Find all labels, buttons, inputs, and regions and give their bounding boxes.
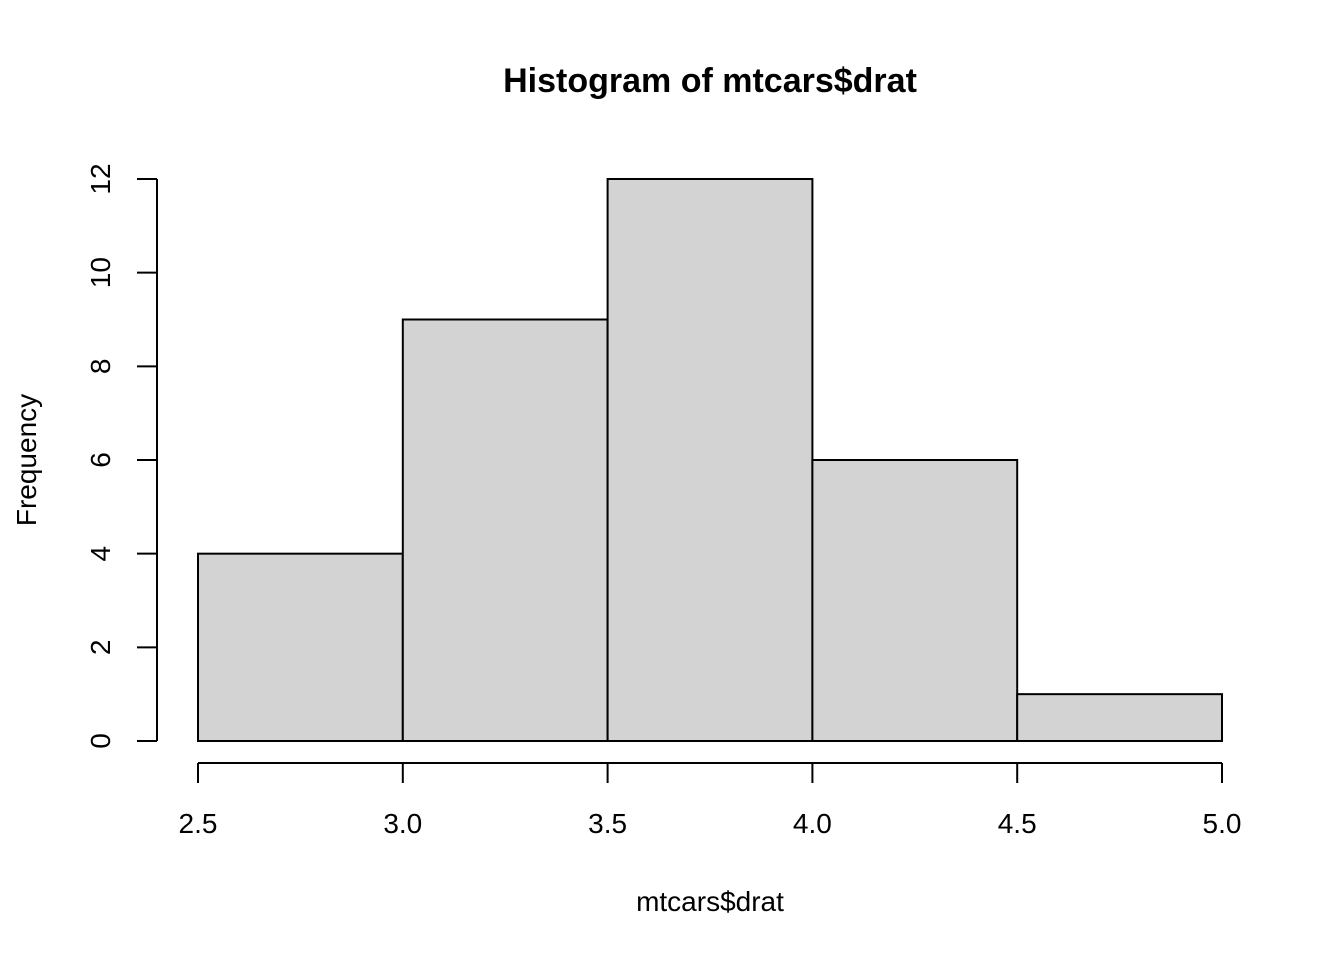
x-tick-label: 3.0 bbox=[383, 808, 422, 839]
histogram-bar-0 bbox=[197, 552, 404, 743]
histogram-bars bbox=[197, 178, 1224, 743]
histogram-bar-4 bbox=[1016, 693, 1224, 743]
x-tick-label: 5.0 bbox=[1203, 808, 1242, 839]
y-tick-label: 6 bbox=[85, 452, 116, 468]
x-tick-label: 4.0 bbox=[793, 808, 832, 839]
x-axis-label: mtcars$drat bbox=[636, 886, 784, 917]
x-tick-label: 3.5 bbox=[588, 808, 627, 839]
y-tick-label: 10 bbox=[85, 257, 116, 288]
x-tick-label: 2.5 bbox=[179, 808, 218, 839]
x-axis: 2.5 3.0 3.5 4.0 4.5 5.0 bbox=[179, 762, 1242, 839]
y-tick-label: 8 bbox=[85, 359, 116, 375]
x-tick-label: 4.5 bbox=[998, 808, 1037, 839]
chart-title: Histogram of mtcars$drat bbox=[503, 62, 917, 100]
histogram-bar-2 bbox=[606, 178, 814, 742]
y-tick-label: 4 bbox=[85, 546, 116, 562]
y-tick-label: 12 bbox=[85, 163, 116, 194]
y-tick-label: 2 bbox=[85, 640, 116, 656]
y-axis: 0 2 4 6 8 10 12 bbox=[85, 163, 158, 749]
y-axis-label: Frequency bbox=[11, 394, 42, 526]
histogram-bar-3 bbox=[811, 459, 1019, 742]
histogram-bar-1 bbox=[401, 318, 609, 742]
y-tick-label: 0 bbox=[85, 733, 116, 749]
